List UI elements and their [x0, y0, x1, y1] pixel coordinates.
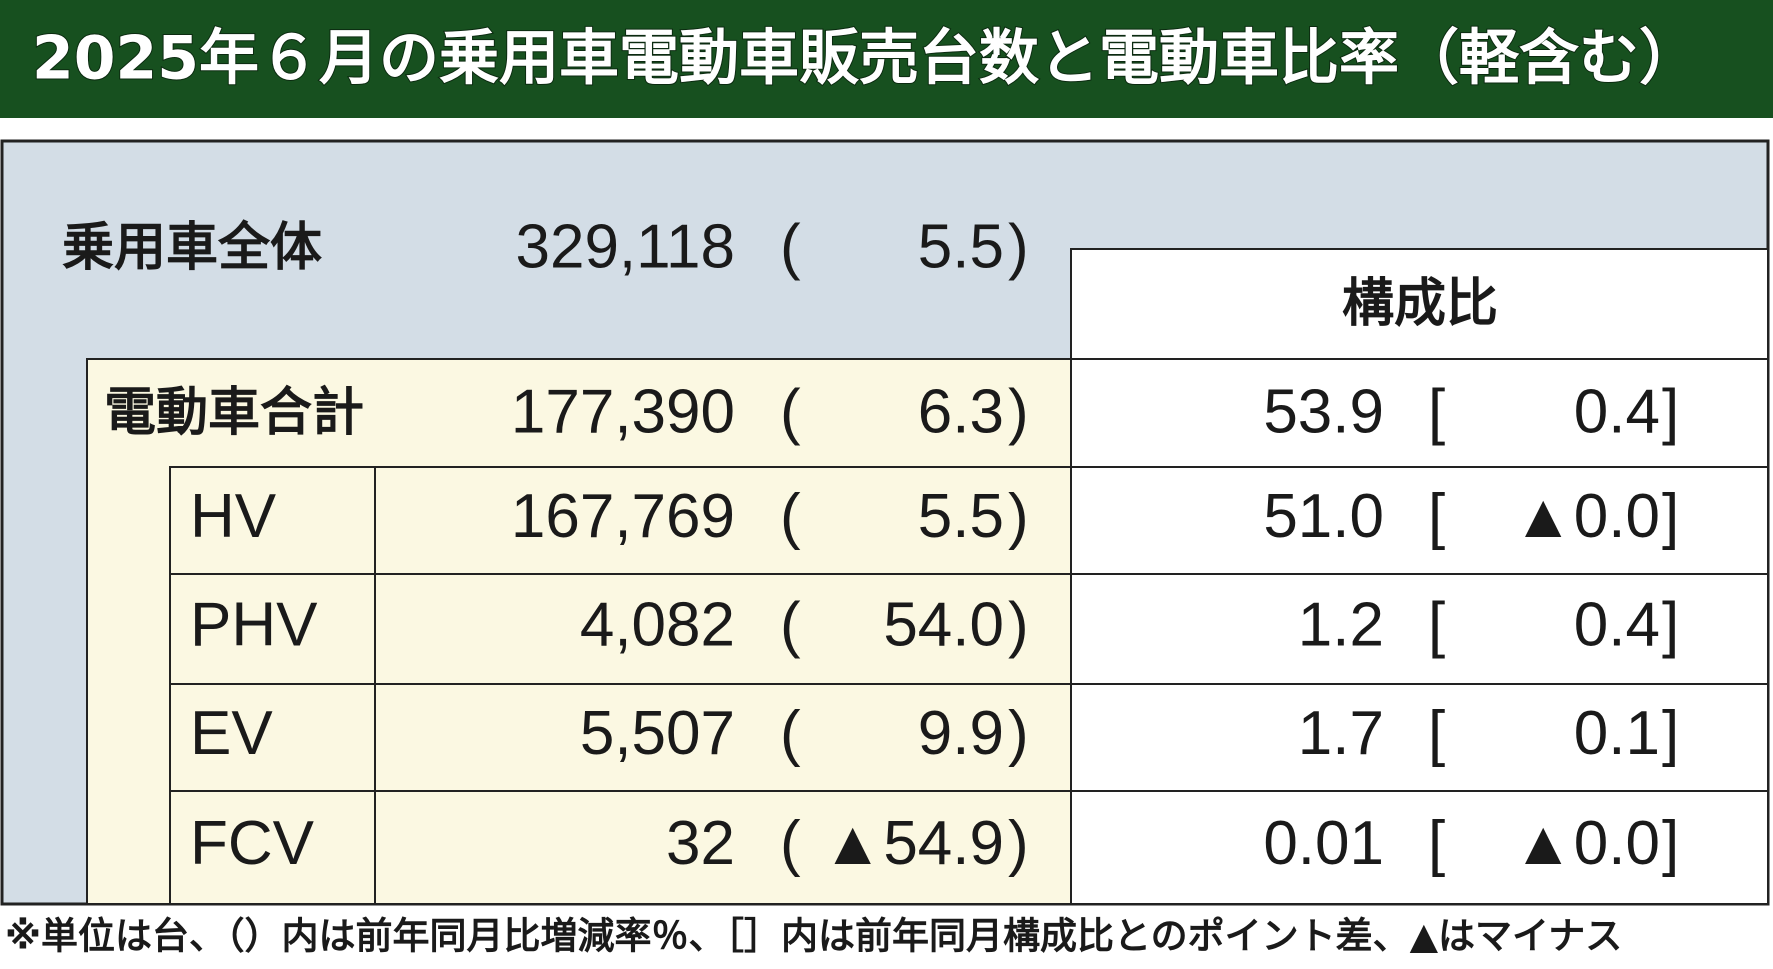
share: 53.9: [1263, 377, 1384, 446]
paren: ): [1008, 482, 1029, 551]
change: 6.3: [918, 377, 1004, 446]
paren: ): [1008, 377, 1029, 446]
units: 4,082: [580, 590, 735, 659]
footnote: ※単位は台、（）内は前年同月比増減率％、［］内は前年同月構成比とのポイント差、▲…: [5, 915, 1622, 958]
bracket: ]: [1662, 482, 1679, 551]
share-diff: ▲0.0: [1512, 809, 1660, 878]
change: 5.5: [918, 482, 1004, 551]
bracket: ]: [1662, 377, 1679, 446]
share: 1.7: [1298, 699, 1384, 768]
change: 54.0: [883, 590, 1004, 659]
row-label: HV: [190, 482, 277, 551]
units: 329,118: [515, 212, 735, 281]
bracket: [: [1428, 699, 1445, 768]
title: 2025年６月の乗用車電動車販売台数と電動車比率（軽含む）: [32, 24, 1699, 94]
units: 167,769: [511, 482, 735, 551]
share-panel: [1070, 248, 1769, 905]
bracket: [: [1428, 482, 1445, 551]
units: 177,390: [511, 377, 735, 446]
title-bar: [0, 0, 1773, 118]
bracket: ]: [1662, 699, 1679, 768]
share: 1.2: [1298, 590, 1384, 659]
share: 0.01: [1263, 809, 1384, 878]
row-label: EV: [190, 699, 273, 768]
bracket: [: [1428, 809, 1445, 878]
share: 51.0: [1263, 482, 1384, 551]
bracket: ]: [1662, 809, 1679, 878]
row-label: PHV: [190, 590, 318, 659]
paren: ): [1008, 590, 1029, 659]
share-diff: 0.4: [1574, 377, 1660, 446]
paren: (: [780, 590, 801, 659]
paren: (: [780, 377, 801, 446]
paren: (: [780, 212, 801, 281]
ev-breakdown-panel: [169, 466, 1072, 905]
paren: (: [780, 809, 801, 878]
paren: (: [780, 482, 801, 551]
units: 5,507: [580, 699, 735, 768]
paren: ): [1008, 699, 1029, 768]
units: 32: [666, 809, 735, 878]
share-header: 構成比: [1342, 274, 1498, 334]
row-label: 電動車合計: [104, 383, 364, 443]
change: 9.9: [918, 699, 1004, 768]
bracket: [: [1428, 590, 1445, 659]
change: 5.5: [918, 212, 1004, 281]
row-label: FCV: [190, 809, 315, 878]
paren: ): [1008, 212, 1029, 281]
share-diff: 0.4: [1574, 590, 1660, 659]
share-diff: 0.1: [1574, 699, 1660, 768]
paren: ): [1008, 809, 1029, 878]
paren: (: [780, 699, 801, 768]
change: ▲54.9: [822, 809, 1004, 878]
share-diff: ▲0.0: [1512, 482, 1660, 551]
row-label: 乗用車全体: [62, 218, 322, 278]
bracket: [: [1428, 377, 1445, 446]
bracket: ]: [1662, 590, 1679, 659]
